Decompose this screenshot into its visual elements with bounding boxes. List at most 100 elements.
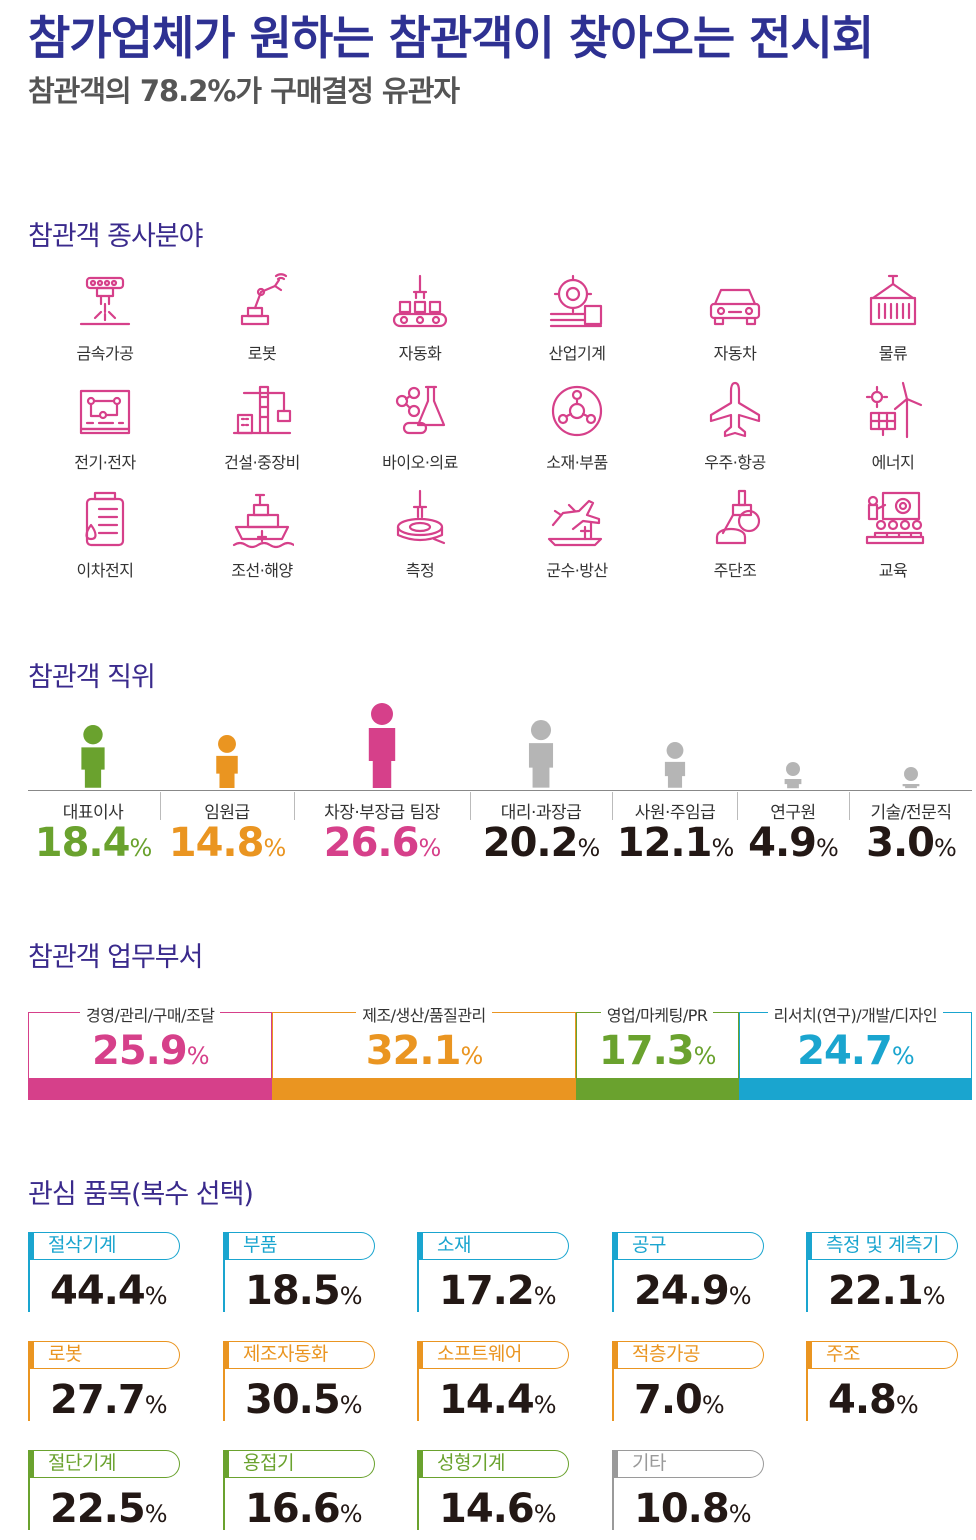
position-divider	[849, 792, 850, 820]
interest-value: 44.4%	[50, 1268, 168, 1314]
airplane-icon	[709, 381, 761, 438]
interest-label: 주조	[806, 1341, 958, 1369]
person-icon	[528, 720, 554, 788]
position-label: 사원·주임급	[634, 803, 716, 823]
position-value: 4.9%	[748, 820, 839, 866]
field-item: 교육	[828, 487, 958, 587]
metal-processing-icon	[79, 276, 131, 326]
percent-sign: %	[339, 1391, 363, 1419]
department-item: 경영/관리/구매/조달 25.9%	[28, 1006, 273, 1100]
field-item: 물류	[828, 270, 958, 370]
field-label: 조선·해양	[231, 561, 293, 580]
interest-line	[223, 1369, 225, 1421]
field-item: 주단조	[670, 487, 800, 587]
interest-line	[28, 1260, 30, 1312]
field-label: 소재·부품	[546, 453, 608, 472]
interest-label: 적층가공	[612, 1341, 764, 1369]
field-item: 자동화	[355, 270, 485, 370]
education-icon	[865, 491, 925, 545]
defense-icon	[547, 499, 603, 547]
interest-item: 적층가공 7.0%	[612, 1341, 782, 1423]
field-item: 전기·전자	[40, 379, 170, 479]
percent-sign: %	[339, 1282, 363, 1310]
interest-line	[223, 1478, 225, 1530]
interest-line	[806, 1369, 808, 1421]
percent-sign: %	[577, 834, 600, 862]
percent-sign: %	[895, 1391, 919, 1419]
field-label: 자동차	[713, 344, 757, 363]
field-label: 군수·방산	[546, 561, 608, 580]
interest-line	[806, 1260, 808, 1312]
industrial-machine-icon	[549, 274, 603, 328]
percent-sign: %	[934, 834, 957, 862]
percent-sign: %	[460, 1042, 483, 1070]
interest-value: 18.5%	[245, 1268, 363, 1314]
interest-label: 로봇	[28, 1341, 180, 1369]
position-label: 대리·과장급	[500, 803, 582, 823]
percent-sign: %	[144, 1391, 168, 1419]
interests-section-title: 관심 품목(복수 선택)	[28, 1179, 254, 1210]
field-label: 우주·항공	[704, 453, 766, 472]
interest-value: 14.6%	[439, 1486, 557, 1532]
department-value: 25.9%	[91, 1028, 210, 1074]
interest-line	[417, 1478, 419, 1530]
interest-label: 소프트웨어	[417, 1341, 569, 1369]
measurement-icon	[396, 489, 446, 545]
field-item: 조선·해양	[197, 487, 327, 587]
position-label: 임원급	[204, 803, 250, 823]
position-label: 기술/전문직	[870, 803, 952, 823]
logistics-container-icon	[869, 274, 917, 326]
position-label: 대표이사	[62, 803, 124, 823]
position-value: 12.1%	[616, 820, 735, 866]
person-icon	[784, 761, 802, 788]
ship-icon	[232, 493, 294, 549]
construction-crane-icon	[232, 385, 292, 435]
percent-sign: %	[144, 1282, 168, 1310]
field-item: 군수·방산	[512, 487, 642, 587]
positions-section-title: 참관객 직위	[28, 662, 156, 693]
interest-item: 측정 및 계측기 22.1%	[806, 1232, 976, 1314]
interest-label: 용접기	[223, 1450, 375, 1478]
department-value: 24.7%	[797, 1028, 915, 1074]
interest-item: 절삭기계 44.4%	[28, 1232, 198, 1314]
field-item: 로봇	[197, 270, 327, 370]
battery-icon	[85, 491, 125, 547]
field-label: 교육	[878, 561, 908, 580]
bio-medical-icon	[395, 385, 446, 435]
department-value: 17.3%	[598, 1028, 717, 1074]
field-label: 주단조	[713, 561, 757, 580]
interest-value: 16.6%	[245, 1486, 363, 1532]
casting-forging-icon	[715, 489, 761, 545]
interest-value: 24.9%	[634, 1268, 752, 1314]
interest-item: 절단기계 22.5%	[28, 1450, 198, 1532]
interest-label: 공구	[612, 1232, 764, 1260]
interest-item: 부품 18.5%	[223, 1232, 393, 1314]
interest-label: 성형기계	[417, 1450, 569, 1478]
position-value: 26.6%	[323, 820, 442, 866]
interest-line	[28, 1369, 30, 1421]
field-item: 자동차	[670, 270, 800, 370]
field-item: 이차전지	[40, 487, 170, 587]
interest-line	[28, 1478, 30, 1530]
department-value: 32.1%	[365, 1028, 484, 1074]
interest-label: 부품	[223, 1232, 375, 1260]
circuit-board-icon	[79, 389, 131, 435]
position-value: 18.4%	[34, 820, 153, 866]
percent-sign: %	[263, 834, 286, 862]
interest-line	[223, 1260, 225, 1312]
percent-sign: %	[144, 1500, 168, 1528]
percent-sign: %	[186, 1042, 210, 1070]
department-label: 리서치(연구)/개발/디자인	[739, 1002, 972, 1026]
field-item: 우주·항공	[670, 379, 800, 479]
field-label: 로봇	[247, 344, 277, 363]
interest-value: 4.8%	[828, 1377, 919, 1423]
field-item: 산업기계	[512, 270, 642, 370]
field-label: 이차전지	[76, 561, 134, 580]
percent-sign: %	[533, 1391, 557, 1419]
percent-sign: %	[701, 1391, 725, 1419]
percent-sign: %	[533, 1282, 557, 1310]
percent-sign: %	[693, 1042, 717, 1070]
department-bar	[738, 1078, 972, 1100]
interest-value: 7.0%	[634, 1377, 725, 1423]
interest-label: 기타	[612, 1450, 764, 1478]
